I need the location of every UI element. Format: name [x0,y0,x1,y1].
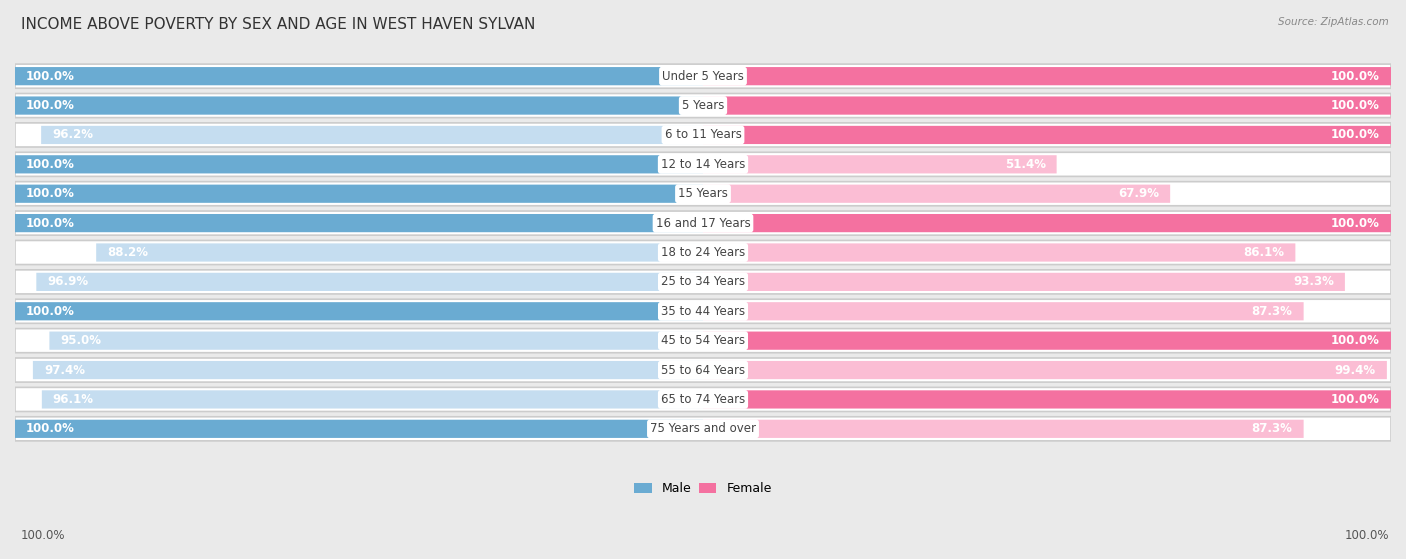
FancyBboxPatch shape [15,240,1391,264]
Text: 75 Years and over: 75 Years and over [650,422,756,435]
Text: Source: ZipAtlas.com: Source: ZipAtlas.com [1278,17,1389,27]
Text: 100.0%: 100.0% [25,216,75,230]
Text: 65 to 74 Years: 65 to 74 Years [661,393,745,406]
Text: 45 to 54 Years: 45 to 54 Years [661,334,745,347]
FancyBboxPatch shape [49,331,703,350]
Text: 88.2%: 88.2% [107,246,148,259]
FancyBboxPatch shape [15,93,1391,117]
Text: Under 5 Years: Under 5 Years [662,70,744,83]
FancyBboxPatch shape [703,243,1295,262]
FancyBboxPatch shape [15,214,703,232]
FancyBboxPatch shape [703,302,1303,320]
Text: 87.3%: 87.3% [1251,422,1292,435]
Text: 96.1%: 96.1% [53,393,94,406]
Text: 100.0%: 100.0% [1331,129,1381,141]
FancyBboxPatch shape [15,67,703,86]
Text: 100.0%: 100.0% [25,187,75,200]
Text: 51.4%: 51.4% [1005,158,1046,171]
FancyBboxPatch shape [15,417,1391,441]
FancyBboxPatch shape [703,126,1391,144]
Text: 35 to 44 Years: 35 to 44 Years [661,305,745,318]
Text: 93.3%: 93.3% [1294,276,1334,288]
FancyBboxPatch shape [15,358,1391,382]
FancyBboxPatch shape [15,211,1391,235]
Text: 6 to 11 Years: 6 to 11 Years [665,129,741,141]
Text: 87.3%: 87.3% [1251,305,1292,318]
Text: 100.0%: 100.0% [1344,529,1389,542]
Text: 100.0%: 100.0% [25,99,75,112]
Text: 100.0%: 100.0% [21,529,66,542]
FancyBboxPatch shape [15,155,703,173]
Text: 55 to 64 Years: 55 to 64 Years [661,363,745,377]
Text: 67.9%: 67.9% [1118,187,1159,200]
Text: 100.0%: 100.0% [1331,334,1381,347]
FancyBboxPatch shape [15,302,703,320]
Text: 99.4%: 99.4% [1334,363,1376,377]
FancyBboxPatch shape [15,420,703,438]
Text: 15 Years: 15 Years [678,187,728,200]
FancyBboxPatch shape [15,123,1391,147]
FancyBboxPatch shape [15,97,703,115]
FancyBboxPatch shape [37,273,703,291]
Text: 100.0%: 100.0% [1331,70,1381,83]
Text: 95.0%: 95.0% [60,334,101,347]
Legend: Male, Female: Male, Female [630,477,776,500]
FancyBboxPatch shape [15,299,1391,323]
Text: 100.0%: 100.0% [25,422,75,435]
FancyBboxPatch shape [15,182,1391,206]
FancyBboxPatch shape [703,67,1391,86]
FancyBboxPatch shape [15,387,1391,411]
Text: 100.0%: 100.0% [25,70,75,83]
FancyBboxPatch shape [15,184,703,203]
Text: 96.2%: 96.2% [52,129,93,141]
Text: 18 to 24 Years: 18 to 24 Years [661,246,745,259]
Text: 96.9%: 96.9% [48,276,89,288]
Text: 100.0%: 100.0% [25,305,75,318]
FancyBboxPatch shape [703,155,1057,173]
Text: 97.4%: 97.4% [44,363,84,377]
FancyBboxPatch shape [703,97,1391,115]
FancyBboxPatch shape [703,273,1346,291]
Text: 5 Years: 5 Years [682,99,724,112]
FancyBboxPatch shape [703,184,1170,203]
FancyBboxPatch shape [96,243,703,262]
Text: 100.0%: 100.0% [25,158,75,171]
Text: 100.0%: 100.0% [1331,393,1381,406]
Text: 12 to 14 Years: 12 to 14 Years [661,158,745,171]
Text: 25 to 34 Years: 25 to 34 Years [661,276,745,288]
Text: 100.0%: 100.0% [1331,99,1381,112]
FancyBboxPatch shape [42,390,703,409]
Text: 16 and 17 Years: 16 and 17 Years [655,216,751,230]
FancyBboxPatch shape [15,329,1391,353]
FancyBboxPatch shape [703,214,1391,232]
Text: 100.0%: 100.0% [1331,216,1381,230]
Text: 86.1%: 86.1% [1243,246,1284,259]
FancyBboxPatch shape [703,420,1303,438]
FancyBboxPatch shape [703,390,1391,409]
FancyBboxPatch shape [15,64,1391,88]
FancyBboxPatch shape [32,361,703,379]
Text: INCOME ABOVE POVERTY BY SEX AND AGE IN WEST HAVEN SYLVAN: INCOME ABOVE POVERTY BY SEX AND AGE IN W… [21,17,536,32]
FancyBboxPatch shape [41,126,703,144]
FancyBboxPatch shape [15,152,1391,177]
FancyBboxPatch shape [15,270,1391,294]
FancyBboxPatch shape [703,361,1386,379]
FancyBboxPatch shape [703,331,1391,350]
